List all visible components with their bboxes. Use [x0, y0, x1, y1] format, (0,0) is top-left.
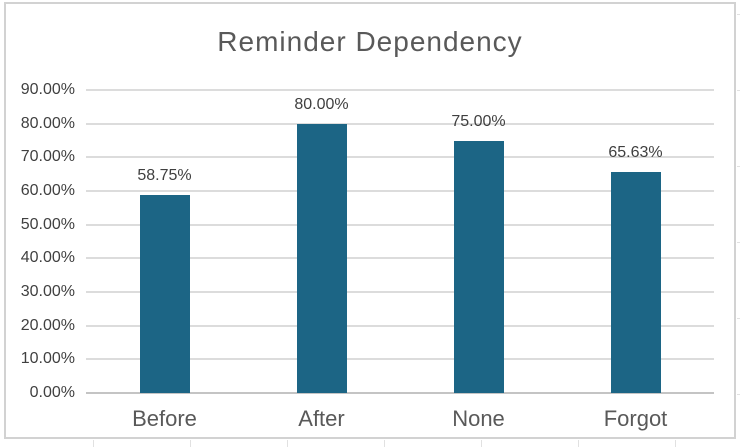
- y-axis-tick-label[interactable]: 90.00%: [20, 81, 75, 98]
- y-gridline: [86, 223, 714, 226]
- y-gridline: [86, 257, 714, 260]
- sheet-gridline: [737, 90, 740, 91]
- y-gridline: [86, 156, 714, 159]
- bar-before[interactable]: [139, 195, 190, 393]
- data-label[interactable]: 58.75%: [137, 167, 192, 185]
- x-axis-line: [86, 392, 714, 394]
- sheet-gridline: [93, 440, 94, 447]
- y-gridline: [86, 358, 714, 361]
- y-gridline: [86, 324, 714, 327]
- y-gridline: [86, 89, 714, 91]
- category-label-none[interactable]: None: [452, 406, 505, 431]
- sheet-gridline: [737, 242, 740, 243]
- y-axis-tick-label[interactable]: 20.00%: [20, 316, 75, 334]
- sheet-gridline: [737, 394, 740, 395]
- bar-after[interactable]: [296, 123, 347, 393]
- category-label-before[interactable]: Before: [132, 406, 197, 431]
- y-gridline: [86, 190, 714, 192]
- sheet-gridline: [675, 440, 676, 447]
- y-axis-tick-label[interactable]: 70.00%: [20, 148, 75, 166]
- data-label[interactable]: 75.00%: [451, 112, 506, 130]
- bar-forgot[interactable]: [610, 172, 661, 393]
- y-gridline: [86, 291, 714, 293]
- category-label-forgot[interactable]: Forgot: [603, 406, 668, 431]
- sheet-gridline: [737, 318, 740, 319]
- sheet-gridline: [384, 440, 385, 447]
- sheet-gridline: [287, 440, 288, 447]
- bar-none[interactable]: [453, 140, 504, 393]
- sheet-gridline: [481, 440, 482, 447]
- sheet-gridline: [578, 440, 579, 447]
- y-gridline: [86, 122, 714, 125]
- y-axis-tick-label[interactable]: 10.00%: [20, 350, 75, 368]
- chart-title[interactable]: Reminder Dependency: [217, 26, 523, 57]
- data-label[interactable]: 80.00%: [294, 95, 349, 113]
- sheet-gridline: [737, 14, 740, 15]
- y-axis-tick-label[interactable]: 40.00%: [20, 249, 75, 267]
- y-axis-tick-label[interactable]: 30.00%: [20, 283, 75, 300]
- y-axis-tick-label[interactable]: 0.00%: [29, 384, 75, 401]
- y-axis-tick-label[interactable]: 80.00%: [20, 114, 75, 132]
- y-axis-tick-label[interactable]: 50.00%: [20, 215, 75, 233]
- data-label[interactable]: 65.63%: [608, 144, 663, 162]
- category-label-after[interactable]: After: [298, 406, 345, 431]
- sheet-gridline: [190, 440, 191, 447]
- sheet-gridline: [737, 166, 740, 167]
- y-axis-tick-label[interactable]: 60.00%: [20, 182, 75, 199]
